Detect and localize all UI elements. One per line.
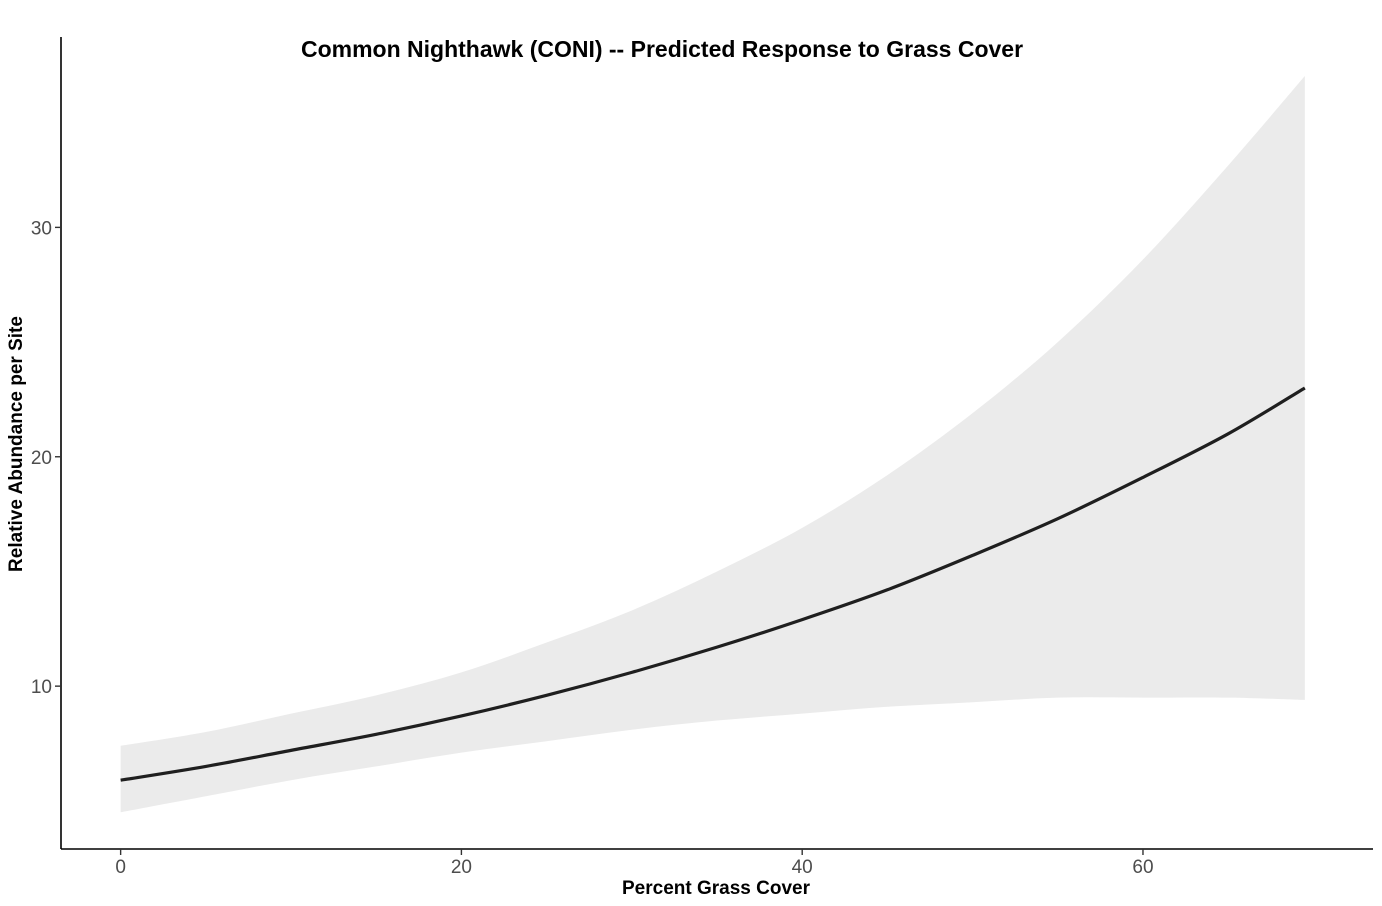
y-axis-title: Relative Abundance per Site	[6, 316, 27, 572]
plot-area	[120, 75, 1306, 813]
x-tick-label: 0	[115, 857, 126, 878]
axes: 0 20 40 60 10 20 30	[31, 37, 1373, 878]
chart-title: Common Nighthawk (CONI) -- Predicted Res…	[301, 36, 1023, 62]
confidence-band	[120, 75, 1305, 813]
x-tick-label: 20	[451, 857, 472, 878]
x-tick-label: 60	[1132, 857, 1153, 878]
y-tick-label: 20	[31, 448, 52, 469]
x-axis-title: Percent Grass Cover	[622, 878, 811, 899]
y-tick-label: 10	[31, 677, 52, 698]
x-tick-label: 40	[792, 857, 813, 878]
prediction-line	[120, 386, 1306, 782]
y-tick-label: 30	[31, 218, 52, 239]
